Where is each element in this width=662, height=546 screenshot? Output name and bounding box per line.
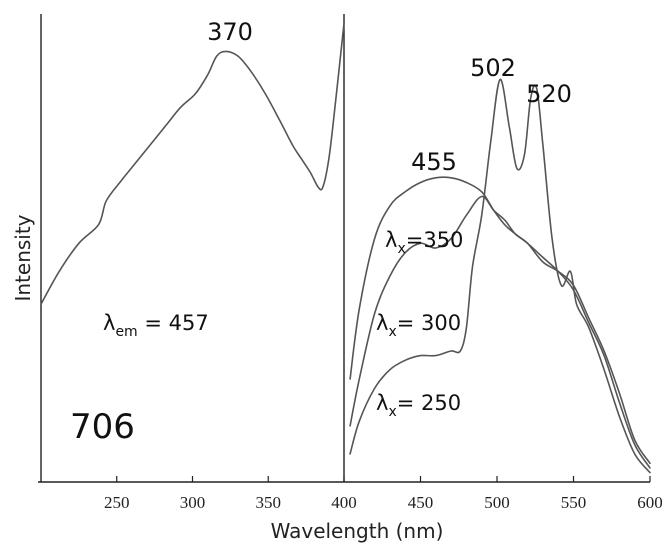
lambda-value: = 300 xyxy=(397,311,461,335)
lambda-symbol: λ xyxy=(385,228,397,252)
x-tick-label: 450 xyxy=(408,493,434,512)
lambda-value: = 457 xyxy=(138,311,209,335)
lambda-value: = 250 xyxy=(397,391,461,415)
lambda-symbol: λ xyxy=(376,311,388,335)
lambda-subscript: em xyxy=(115,324,137,340)
x-axis-title: Wavelength (nm) xyxy=(271,519,444,543)
x-tick-label: 600 xyxy=(637,493,662,512)
x-tick-label: 250 xyxy=(104,493,130,512)
x-tick-label: 400 xyxy=(331,493,357,512)
lambda-subscript: x xyxy=(388,324,396,340)
lambda-symbol: λ xyxy=(376,391,388,415)
peak-label-370: 370 xyxy=(207,18,253,46)
emission-wavelength-label: λem = 457 xyxy=(103,311,209,340)
series-label-250: λx= 250 xyxy=(376,391,461,420)
x-tick-label: 550 xyxy=(561,493,587,512)
lambda-value: =350 xyxy=(406,228,464,252)
emission-spectrum-350 xyxy=(350,177,650,468)
series-label-350: λx=350 xyxy=(385,228,463,257)
peak-label-455: 455 xyxy=(411,148,457,176)
peak-label-520: 520 xyxy=(526,80,572,108)
x-tick-label: 350 xyxy=(256,493,282,512)
lambda-subscript: x xyxy=(397,241,405,257)
x-tick-label: 500 xyxy=(484,493,510,512)
excitation-spectrum xyxy=(41,23,344,304)
y-axis-title: Intensity xyxy=(11,214,35,301)
lambda-subscript: x xyxy=(388,404,396,420)
lambda-symbol: λ xyxy=(103,311,115,335)
sample-label: 706 xyxy=(70,407,135,447)
x-tick-label: 300 xyxy=(180,493,206,512)
series-label-300: λx= 300 xyxy=(376,311,461,340)
peak-label-502: 502 xyxy=(470,54,516,82)
